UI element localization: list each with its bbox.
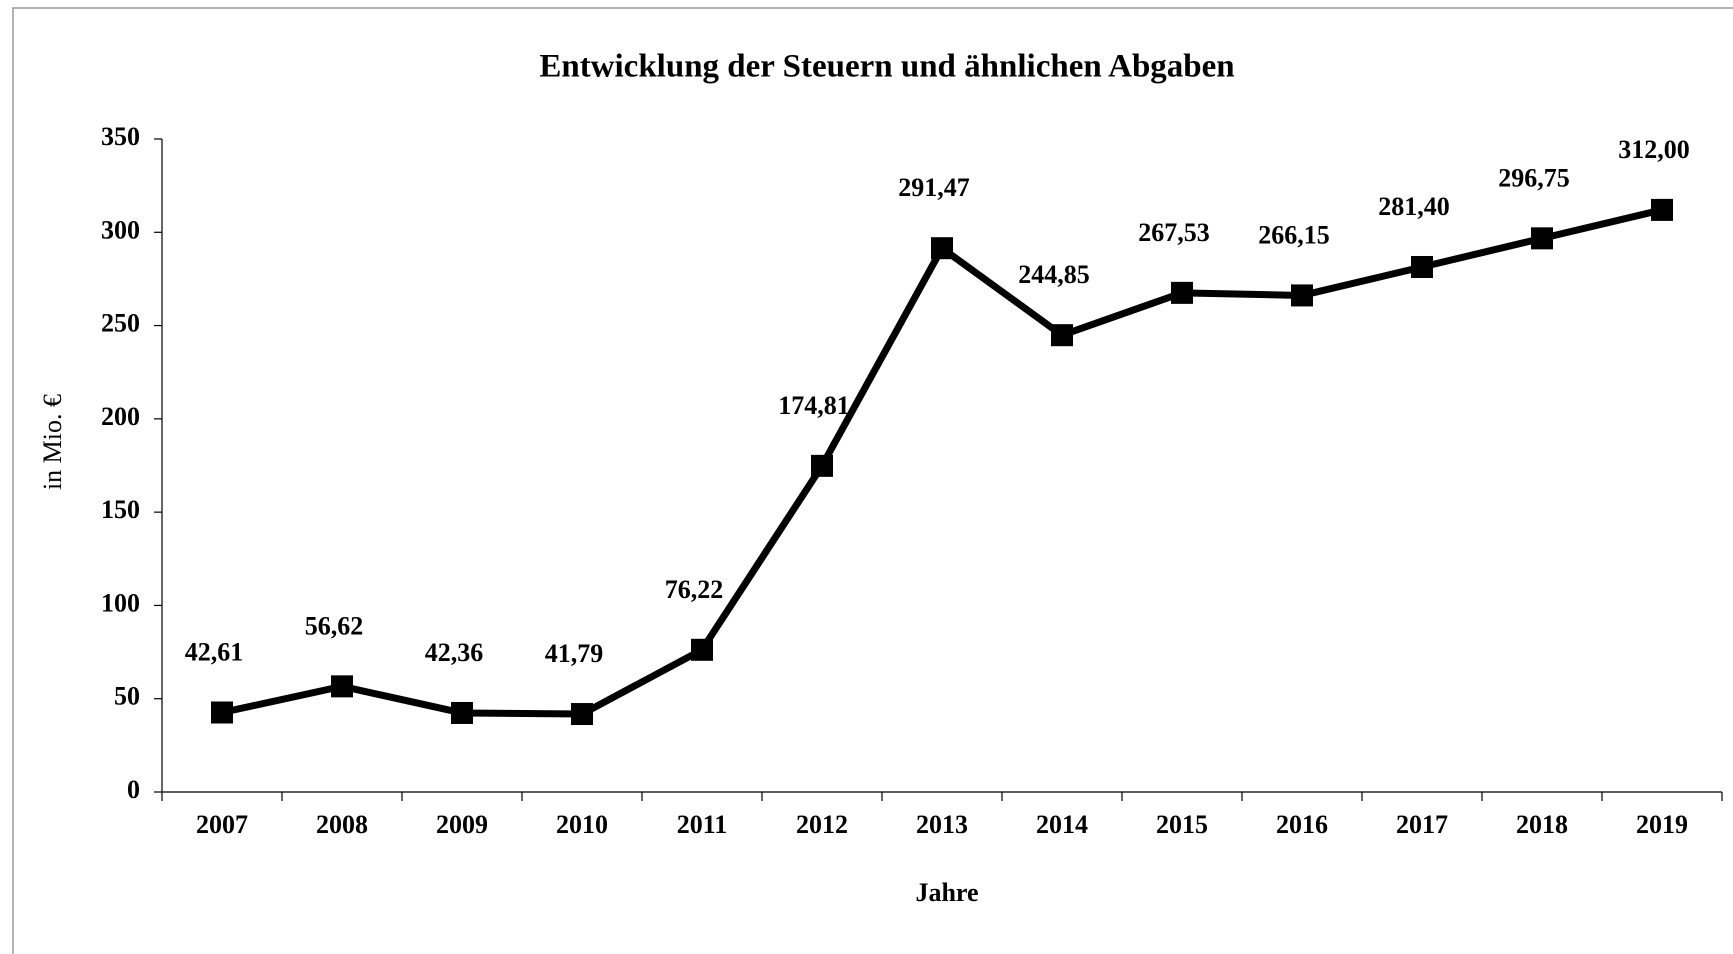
marker [331,675,353,698]
marker [571,703,593,726]
chart-title: Entwicklung der Steuern und ähnlichen Ab… [539,49,1234,85]
marker [1051,324,1073,347]
data-label: 42,36 [425,638,484,667]
x-tick-label: 2009 [436,810,488,839]
y-tick-label: 250 [101,309,140,338]
marker [1171,281,1193,304]
x-tick-label: 2011 [677,810,728,839]
marker [1651,198,1673,221]
y-tick-label: 300 [101,215,140,244]
x-tick-label: 2007 [196,810,248,839]
x-tick-label: 2019 [1636,810,1688,839]
x-tick-label: 2010 [556,810,608,839]
x-tick-label: 2015 [1156,810,1208,839]
data-label: 41,79 [545,639,604,668]
marker [931,237,953,260]
data-label: 266,15 [1258,220,1330,249]
marker [211,701,233,724]
marker [1411,255,1433,278]
data-label: 56,62 [305,611,364,640]
data-label: 296,75 [1498,163,1570,192]
y-tick-label: 150 [101,495,140,524]
data-label: 42,61 [185,637,244,666]
y-tick-label: 100 [101,588,140,617]
data-label: 76,22 [665,575,724,604]
x-tick-label: 2016 [1276,810,1328,839]
y-tick-label: 0 [127,775,140,804]
marker [691,638,713,661]
x-tick-label: 2008 [316,810,368,839]
x-tick-label: 2017 [1396,810,1448,839]
data-label: 312,00 [1618,135,1690,164]
x-tick-label: 2013 [916,810,968,839]
marker [451,701,473,724]
y-tick-label: 50 [114,682,140,711]
x-axis-label: Jahre [915,878,978,907]
x-tick-label: 2014 [1036,810,1088,839]
data-label: 281,40 [1378,192,1450,221]
x-tick-label: 2018 [1516,810,1568,839]
data-label: 244,85 [1018,260,1090,289]
y-tick-label: 350 [101,122,140,151]
chart-frame [12,7,1733,954]
x-tick-label: 2012 [796,810,848,839]
data-label: 291,47 [898,173,970,202]
data-label: 174,81 [778,391,850,420]
y-tick-label: 200 [101,402,140,431]
marker [811,454,833,477]
y-axis-label: in Mio. € [38,394,67,490]
data-label: 267,53 [1138,218,1210,247]
marker [1531,227,1553,250]
marker [1291,284,1313,307]
